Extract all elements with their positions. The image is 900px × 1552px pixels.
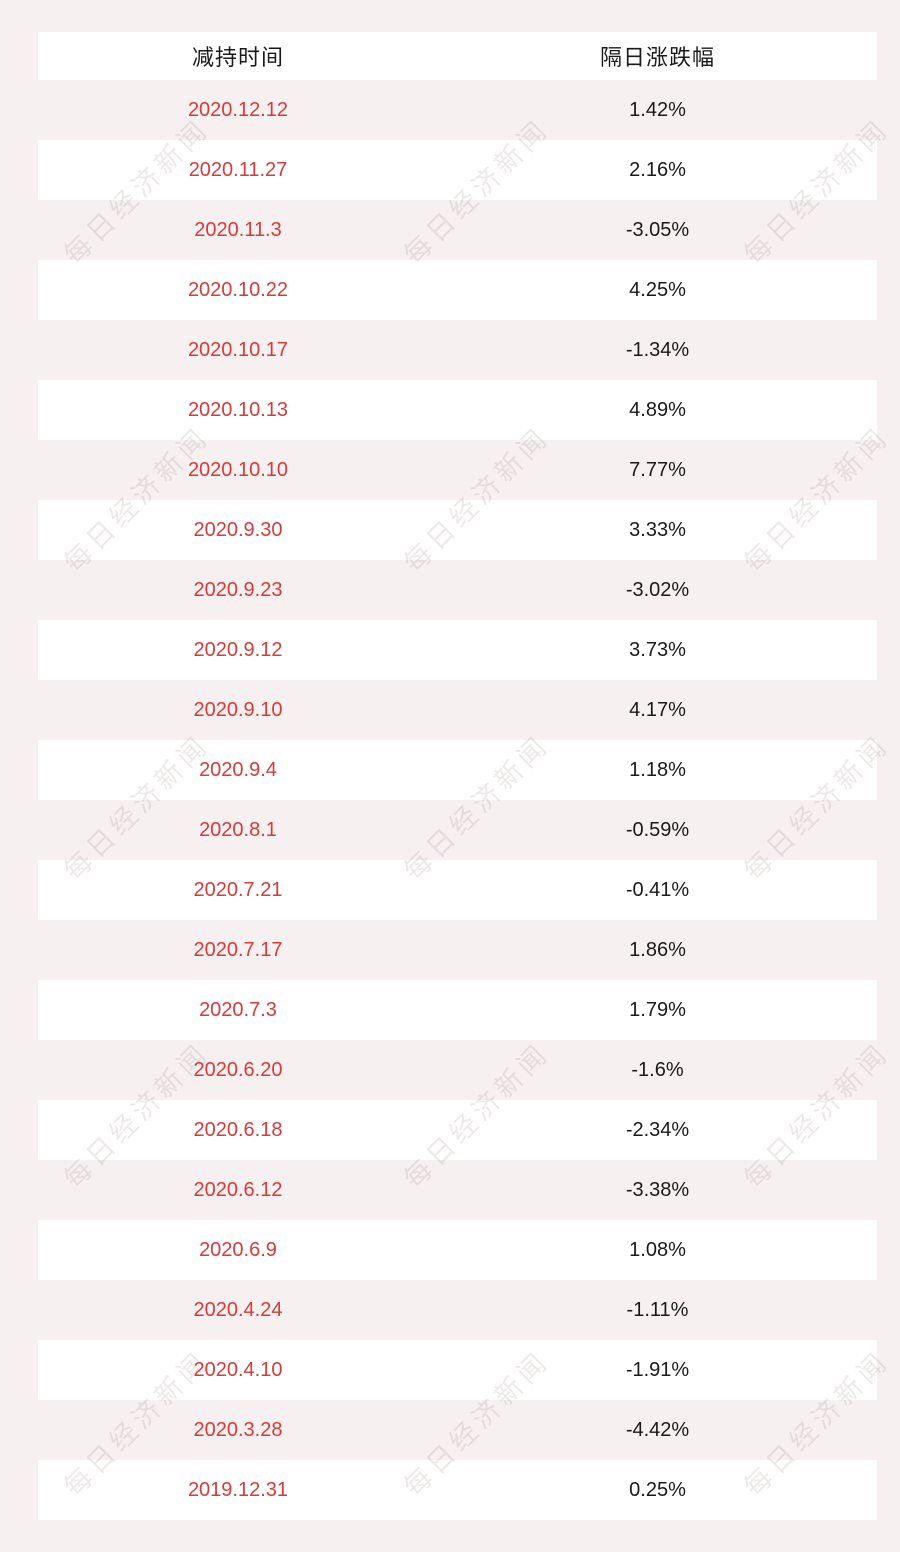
next-day-change-cell: 1.79% [629,998,686,1021]
next-day-change-cell: -3.02% [625,578,690,601]
reduction-date-cell: 2020.9.10 [193,698,283,721]
reduction-date-cell: 2020.6.20 [193,1058,283,1081]
next-day-change-cell: -1.11% [626,1298,689,1321]
table-row: 2020.9.23 -3.02% [38,560,877,620]
reduction-date-cell: 2020.10.10 [187,458,289,481]
table-row: 2020.9.4 1.18% [38,740,877,800]
next-day-change-cell: 2.16% [629,158,686,181]
table-row: 2020.10.17 -1.34% [38,320,877,380]
reduction-date-cell: 2020.6.18 [193,1118,283,1141]
table-row: 2020.9.12 3.73% [38,620,877,680]
reduction-date-cell: 2020.10.13 [187,398,289,421]
table-row: 2020.11.27 2.16% [38,140,877,200]
table-row: 2020.9.10 4.17% [38,680,877,740]
reduction-date-cell: 2020.8.1 [199,818,277,841]
reduction-price-change-table: 减持时间 隔日涨跌幅 2020.12.12 1.42% 2020.11.27 2.16… [38,32,877,1520]
next-day-change-cell: -3.38% [625,1178,690,1201]
table-row: 2019.12.31 0.25% [38,1460,877,1520]
next-day-change-cell: -0.59% [625,818,690,841]
reduction-date-cell: 2020.6.9 [199,1238,277,1261]
reduction-date-cell: 2020.9.12 [193,638,283,661]
table-row: 2020.9.30 3.33% [38,500,877,560]
reduction-date-cell: 2020.9.30 [193,518,283,541]
reduction-date-cell: 2020.11.3 [194,218,282,241]
next-day-change-cell: 7.77% [629,458,686,481]
next-day-change-cell: 1.18% [629,758,686,781]
next-day-change-cell: -1.6% [631,1058,684,1081]
next-day-change-cell: -1.91% [625,1358,690,1381]
reduction-date-cell: 2020.7.17 [193,938,283,961]
reduction-date-cell: 2020.4.24 [193,1298,283,1321]
reduction-date-cell: 2020.7.3 [199,998,277,1021]
table-body: 2020.12.12 1.42% 2020.11.27 2.16% 2020.11.3 -… [38,80,877,1520]
table-row: 2020.4.24 -1.11% [38,1280,877,1340]
reduction-date-cell: 2020.9.23 [193,578,283,601]
reduction-date-cell: 2020.6.12 [193,1178,283,1201]
reduction-date-cell: 2020.11.27 [188,158,288,181]
table-row: 2020.10.13 4.89% [38,380,877,440]
table-row: 2020.7.3 1.79% [38,980,877,1040]
table-row: 2020.10.10 7.77% [38,440,877,500]
table-row: 2020.6.20 -1.6% [38,1040,877,1100]
table-row: 2020.11.3 -3.05% [38,200,877,260]
table-row: 2020.10.22 4.25% [38,260,877,320]
next-day-change-cell: 4.17% [629,698,686,721]
table-row: 2020.12.12 1.42% [38,80,877,140]
next-day-change-cell: -1.34% [625,338,690,361]
reduction-date-cell: 2020.10.17 [187,338,289,361]
reduction-date-cell: 2020.10.22 [187,278,289,301]
next-day-change-cell: 1.42% [629,98,686,121]
next-day-change-cell: 0.25% [629,1478,686,1501]
reduction-date-cell: 2020.3.28 [193,1418,283,1441]
next-day-change-cell: -3.05% [625,218,690,241]
table-row: 2020.7.17 1.86% [38,920,877,980]
next-day-change-cell: 4.89% [629,398,686,421]
reduction-date-cell: 2020.9.4 [199,758,277,781]
column-header-next-day-change: 隔日涨跌幅 [599,45,715,70]
table-row: 2020.6.18 -2.34% [38,1100,877,1160]
reduction-date-cell: 2019.12.31 [187,1478,289,1501]
table-header-row: 减持时间 隔日涨跌幅 [38,32,877,80]
next-day-change-cell: -2.34% [625,1118,690,1141]
reduction-date-cell: 2020.12.12 [187,98,289,121]
next-day-change-cell: -4.42% [625,1418,690,1441]
next-day-change-cell: -0.41% [625,878,690,901]
table-row: 2020.6.12 -3.38% [38,1160,877,1220]
table-row: 2020.3.28 -4.42% [38,1400,877,1460]
next-day-change-cell: 3.73% [629,638,686,661]
next-day-change-cell: 3.33% [629,518,686,541]
reduction-date-cell: 2020.4.10 [193,1358,283,1381]
next-day-change-cell: 1.08% [629,1238,686,1261]
table-row: 2020.8.1 -0.59% [38,800,877,860]
reduction-date-cell: 2020.7.21 [193,878,283,901]
table-row: 2020.6.9 1.08% [38,1220,877,1280]
column-header-reduction-time: 减持时间 [191,45,284,70]
next-day-change-cell: 1.86% [629,938,686,961]
next-day-change-cell: 4.25% [629,278,686,301]
table-row: 2020.7.21 -0.41% [38,860,877,920]
table-row: 2020.4.10 -1.91% [38,1340,877,1400]
